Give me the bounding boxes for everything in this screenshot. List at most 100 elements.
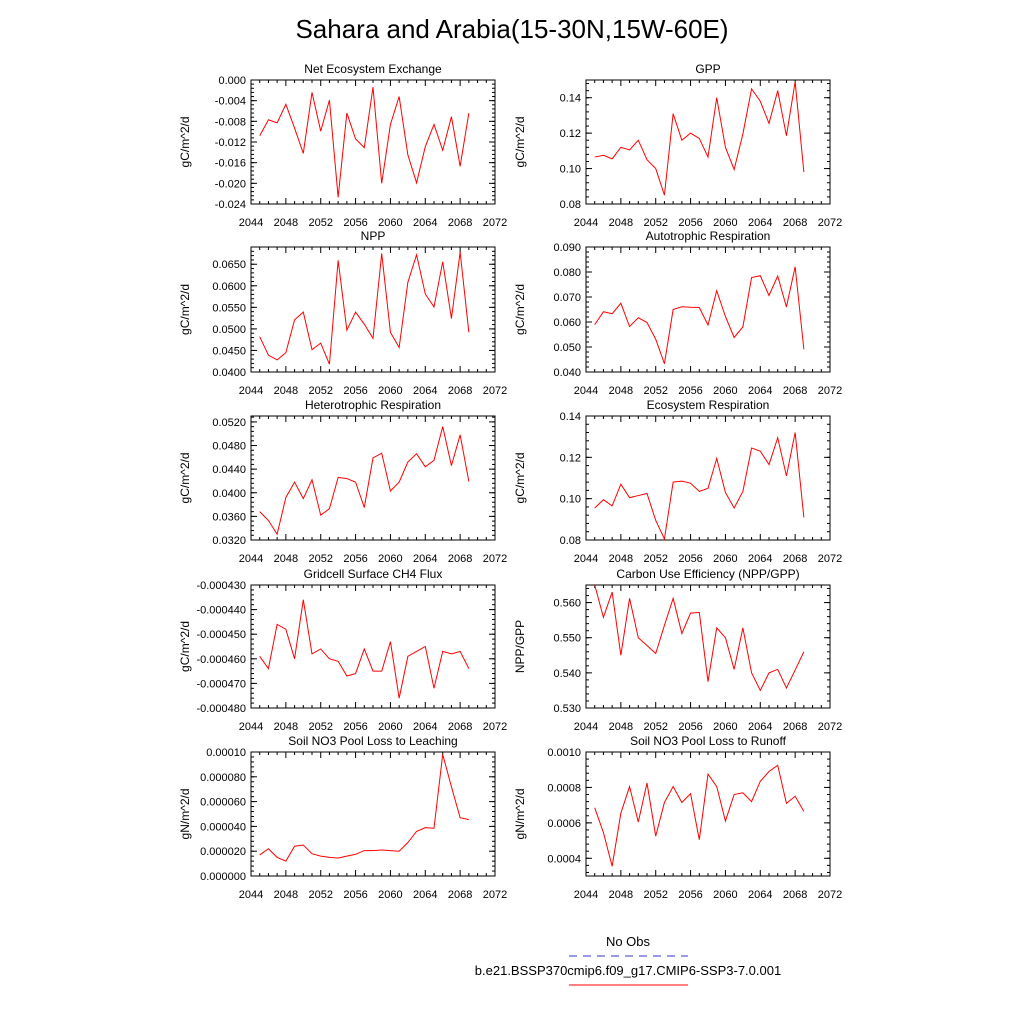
y-tick-label: -0.012 xyxy=(215,137,246,149)
panel-title: GPP xyxy=(695,62,720,76)
x-tick-label: 2052 xyxy=(643,889,667,901)
x-tick-label: 2072 xyxy=(483,217,507,229)
y-tick-label: 0.000 xyxy=(218,75,246,87)
x-tick-label: 2048 xyxy=(609,217,633,229)
chart-panel-2: NPP gC/m^2/d 2044 2048 2052 2056 2060 2064 2068 2… xyxy=(178,229,507,397)
series-line-0 xyxy=(594,81,805,196)
x-tick-label: 2060 xyxy=(713,721,737,733)
x-tick-label: 2044 xyxy=(239,553,263,565)
chart-panel-1: GPP gC/m^2/d 2044 2048 2052 2056 2060 2064 2068 2… xyxy=(513,62,842,229)
x-tick-label: 2068 xyxy=(448,385,472,397)
x-tick-label: 2072 xyxy=(818,385,842,397)
y-tick-label: 0.000080 xyxy=(200,772,246,784)
x-tick-label: 2060 xyxy=(713,553,737,565)
y-tick-label: 0.000060 xyxy=(200,797,246,809)
x-tick-label: 2060 xyxy=(713,385,737,397)
x-tick-label: 2068 xyxy=(783,217,807,229)
x-tick-label: 2068 xyxy=(448,721,472,733)
y-tick-label: 0.12 xyxy=(560,128,581,140)
x-tick-label: 2072 xyxy=(818,721,842,733)
x-tick-label: 2072 xyxy=(818,553,842,565)
y-tick-label: 0.0320 xyxy=(212,535,246,547)
panel-title: Carbon Use Efficiency (NPP/GPP) xyxy=(616,567,799,581)
x-tick-label: 2072 xyxy=(818,217,842,229)
y-tick-label: 0.0400 xyxy=(212,367,246,379)
y-tick-label: 0.550 xyxy=(553,633,581,645)
x-tick-label: 2068 xyxy=(783,721,807,733)
x-tick-label: 2064 xyxy=(413,721,437,733)
panel-grid: Net Ecosystem Exchange gC/m^2/d 2044 2048 20… xyxy=(178,62,842,901)
x-tick-label: 2072 xyxy=(483,721,507,733)
y-tick-label: 0.0480 xyxy=(212,441,246,453)
x-tick-label: 2068 xyxy=(448,553,472,565)
chart-panel-5: Ecosystem Respiration gC/m^2/d 2044 2048 205… xyxy=(513,398,842,565)
plot-frame xyxy=(585,79,831,205)
y-tick-label: 0.10 xyxy=(560,494,581,506)
chart-panel-0: Net Ecosystem Exchange gC/m^2/d 2044 2048 20… xyxy=(178,62,507,229)
y-tick-label: 0.14 xyxy=(560,93,581,105)
y-axis-label: gN/m^2/d xyxy=(178,789,192,840)
y-tick-label: -0.000450 xyxy=(196,629,246,641)
series-line-0 xyxy=(594,764,805,867)
x-tick-label: 2052 xyxy=(308,385,332,397)
plot-frame xyxy=(585,415,831,541)
x-tick-label: 2064 xyxy=(413,553,437,565)
y-tick-label: 0.000020 xyxy=(200,846,246,858)
panel-title: Soil NO3 Pool Loss to Leaching xyxy=(288,734,457,748)
x-tick-label: 2068 xyxy=(448,889,472,901)
y-tick-label: 0.14 xyxy=(560,411,581,423)
y-tick-label: 0.0008 xyxy=(547,782,581,794)
y-tick-label: 0.540 xyxy=(553,668,581,680)
x-tick-label: 2064 xyxy=(748,553,772,565)
x-tick-label: 2044 xyxy=(574,385,598,397)
panel-title: Autotrophic Respiration xyxy=(646,229,771,243)
y-tick-label: -0.024 xyxy=(215,199,246,211)
x-tick-label: 2060 xyxy=(378,217,402,229)
series-line-0 xyxy=(594,266,805,364)
x-tick-label: 2052 xyxy=(643,553,667,565)
x-tick-label: 2048 xyxy=(609,553,633,565)
x-tick-label: 2064 xyxy=(748,721,772,733)
x-tick-label: 2052 xyxy=(643,721,667,733)
y-axis-label: gC/m^2/d xyxy=(178,284,192,335)
x-tick-label: 2064 xyxy=(413,217,437,229)
panel-title: Ecosystem Respiration xyxy=(647,398,770,412)
y-tick-label: 0.070 xyxy=(553,292,581,304)
x-tick-label: 2072 xyxy=(818,889,842,901)
panel-title: Heterotrophic Respiration xyxy=(305,398,441,412)
x-tick-label: 2044 xyxy=(239,889,263,901)
x-tick-label: 2048 xyxy=(274,385,298,397)
plot-frame xyxy=(250,79,496,205)
y-tick-label: 0.10 xyxy=(560,164,581,176)
legend-model-label: b.e21.BSSP370cmip6.f09_g17.CMIP6-SSP3-7.… xyxy=(475,963,781,978)
chart-panel-4: Heterotrophic Respiration gC/m^2/d 2044 204… xyxy=(178,398,507,565)
y-tick-label: 0.0650 xyxy=(212,259,246,271)
y-axis-label: gN/m^2/d xyxy=(513,789,527,840)
y-tick-label: 0.090 xyxy=(553,242,581,254)
x-tick-label: 2060 xyxy=(378,385,402,397)
series-line-0 xyxy=(259,426,470,536)
x-tick-label: 2044 xyxy=(574,217,598,229)
y-tick-label: -0.020 xyxy=(215,178,246,190)
y-tick-label: 0.0360 xyxy=(212,511,246,523)
x-tick-label: 2052 xyxy=(308,217,332,229)
y-tick-label: -0.000460 xyxy=(196,654,246,666)
legend: No Obs b.e21.BSSP370cmip6.f09_g17.CMIP6-… xyxy=(475,934,781,986)
y-tick-label: 0.0400 xyxy=(212,488,246,500)
x-tick-label: 2064 xyxy=(413,889,437,901)
y-tick-label: 0.0550 xyxy=(212,302,246,314)
y-tick-label: 0.560 xyxy=(553,598,581,610)
x-tick-label: 2072 xyxy=(483,889,507,901)
y-axis-label: NPP/GPP xyxy=(513,620,527,673)
chart-panel-7: Carbon Use Efficiency (NPP/GPP) NPP/GPP 20… xyxy=(513,567,842,733)
y-tick-label: 0.08 xyxy=(560,535,581,547)
plot-frame xyxy=(250,584,496,709)
y-axis-label: gC/m^2/d xyxy=(178,117,192,168)
x-tick-label: 2064 xyxy=(413,385,437,397)
y-tick-label: 0.00010 xyxy=(206,747,246,759)
x-tick-label: 2048 xyxy=(274,889,298,901)
y-tick-label: 0.000040 xyxy=(200,821,246,833)
y-tick-label: -0.000470 xyxy=(196,678,246,690)
x-tick-label: 2064 xyxy=(748,217,772,229)
